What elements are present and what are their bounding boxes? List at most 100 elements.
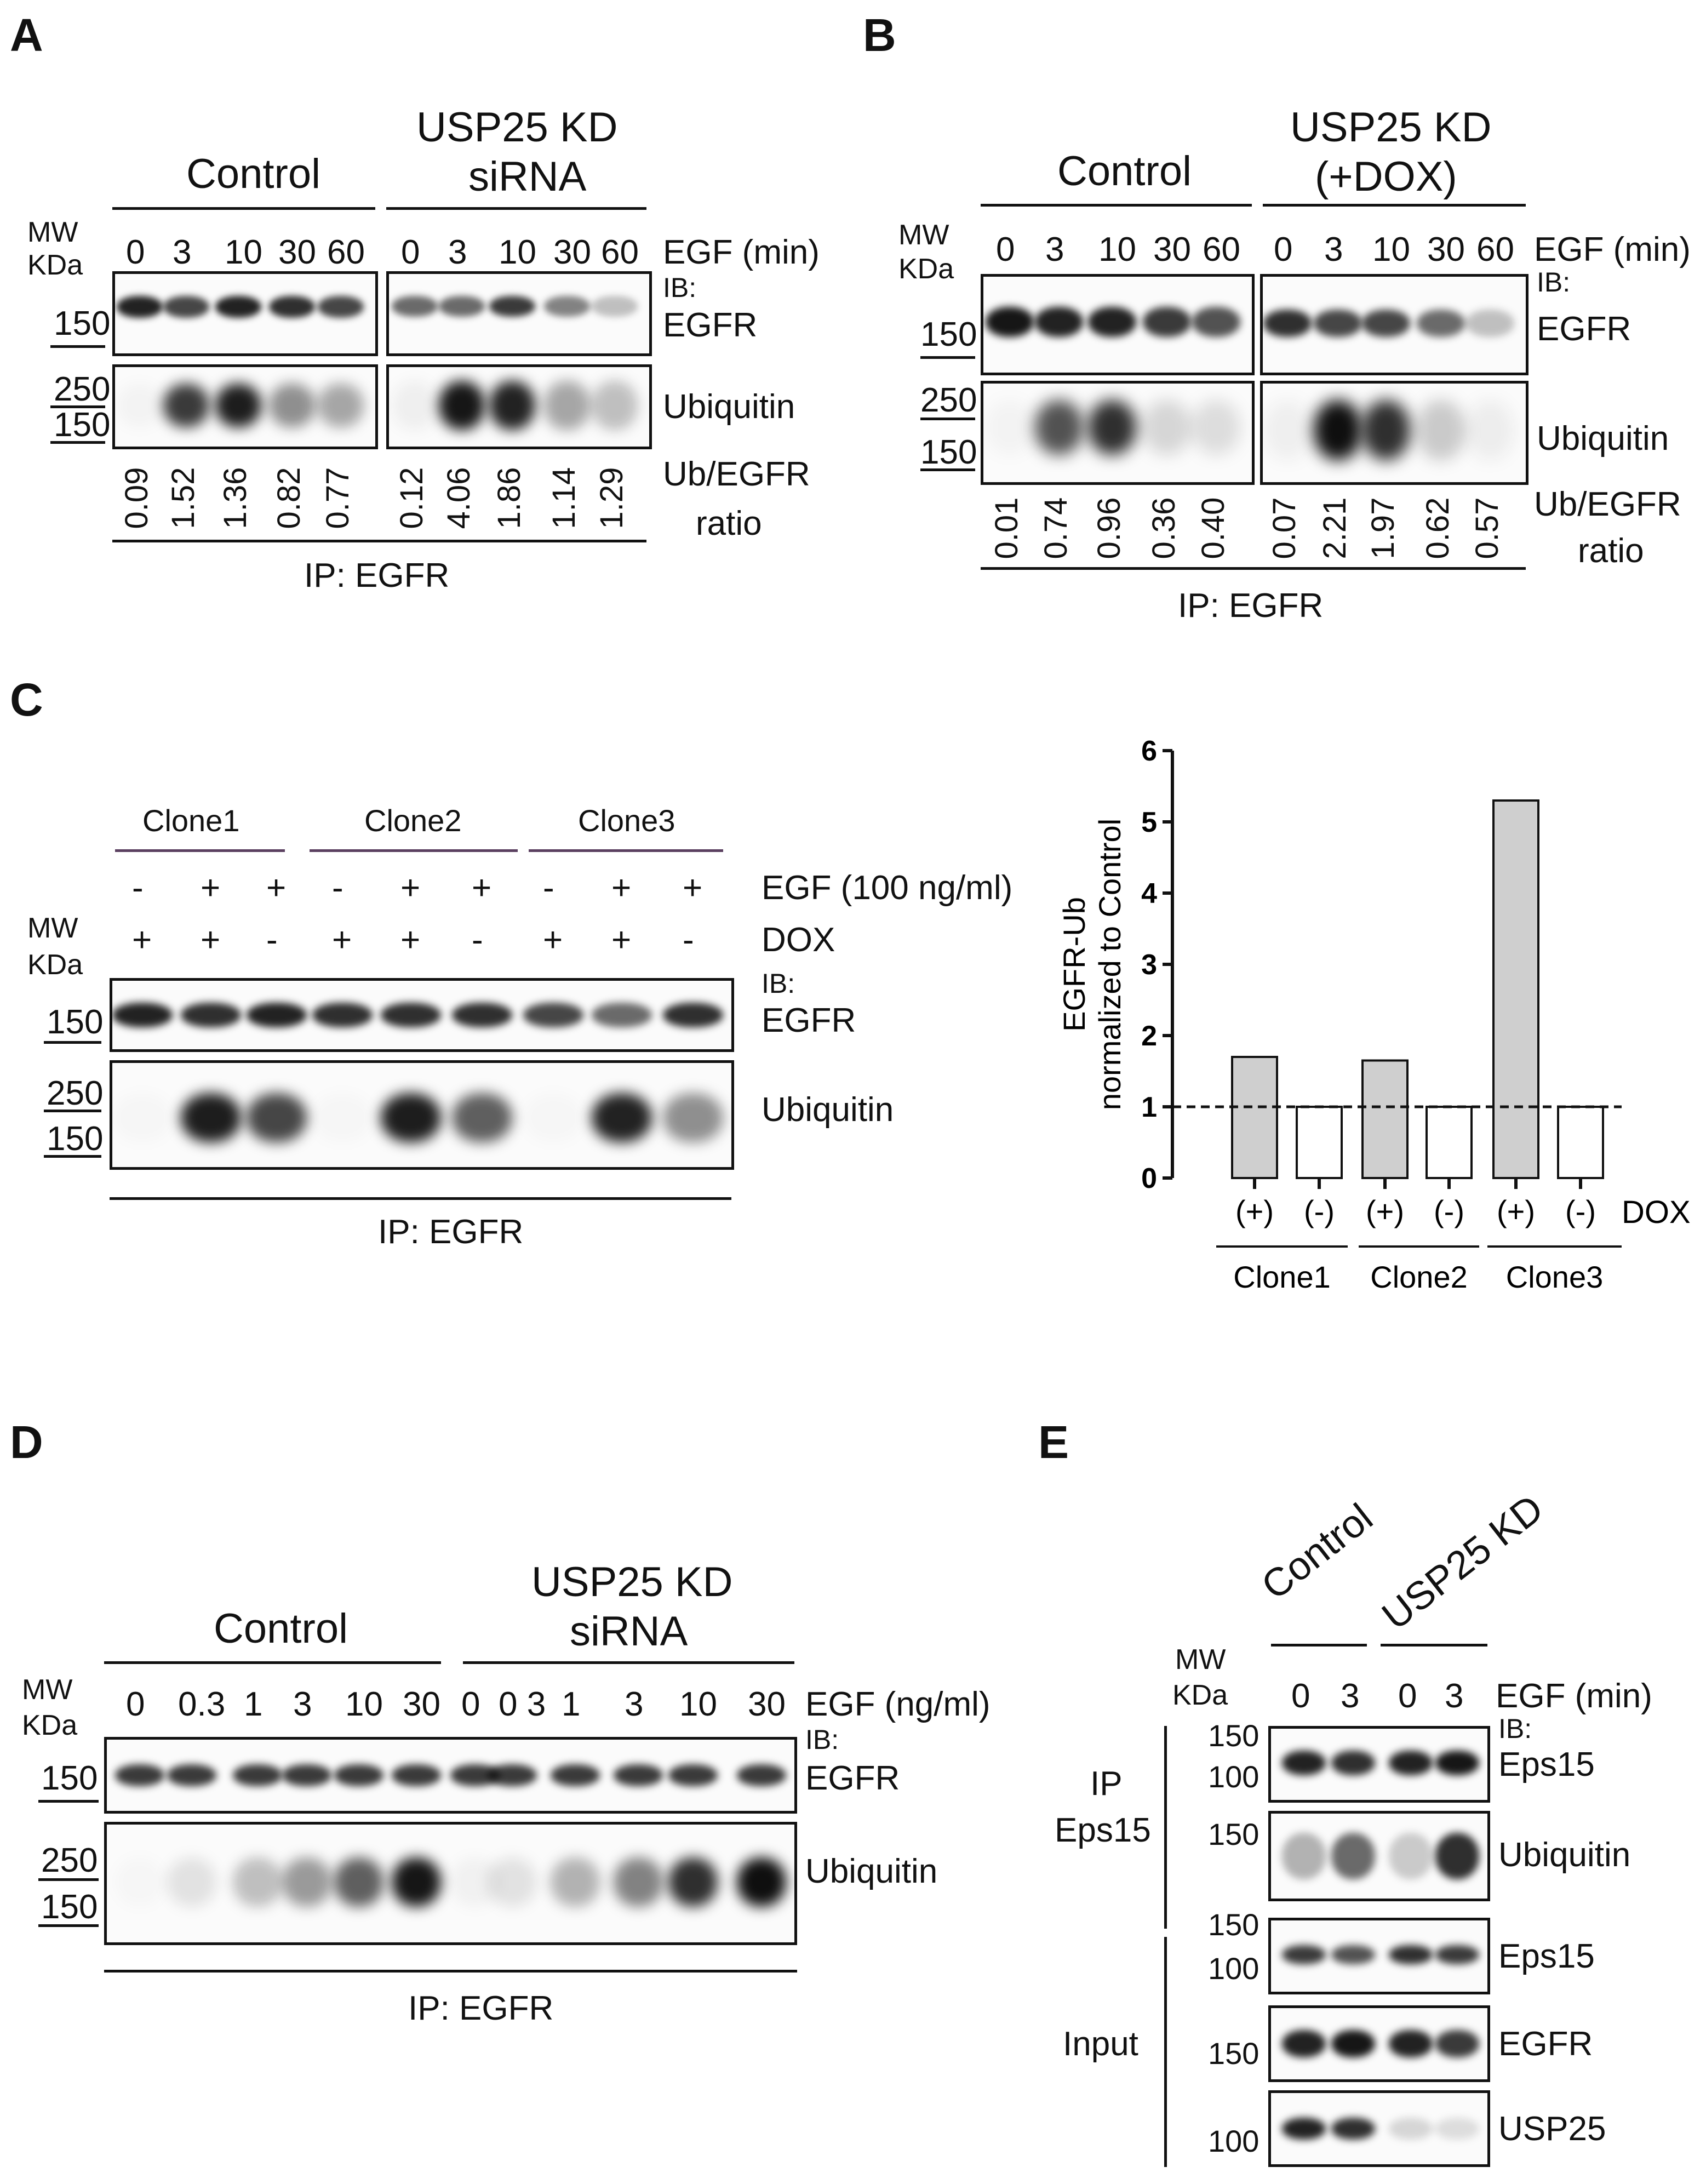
panel-a-ip-label: IP: EGFR [304,557,450,594]
panel-c-ib: IB: [762,968,795,999]
time-label: 30 [1427,231,1465,268]
blot-band [334,1764,383,1786]
panel-a-egf-label: EGF (min) [663,233,820,271]
clone-underline [115,849,285,852]
panel-b-ratio-label: Ub/EGFR [1534,485,1681,523]
blot-band [452,1093,512,1142]
blot-band [1088,400,1136,455]
panel-a-ratio-label2: ratio [696,505,762,542]
blot-band [1331,1945,1375,1964]
blot-band [551,1764,600,1786]
blot-band [312,1093,373,1142]
blot-band [1263,400,1312,460]
blot-band [247,1003,307,1027]
panel-b-blot-egfr-kd [1260,274,1528,375]
panel-e-input-bracket [1164,1937,1167,2167]
panel-b-ib: IB: [1537,267,1571,298]
panel-e-kd-label: USP25 KD [1374,1486,1552,1639]
blot-band [489,381,535,430]
panel-e-input-egfr-label: EGFR [1498,2025,1593,2063]
time-label: 10 [1372,231,1410,268]
blot-band [392,296,438,317]
time-label: 3 [1045,231,1064,268]
dox-sign: - [266,921,278,959]
blot-band [181,1003,241,1027]
blot-band [1263,310,1312,337]
time-label: 60 [1203,231,1240,268]
panel-a-kd-label: USP25 KD [416,104,618,151]
time-label: 3 [1324,231,1343,268]
panel-c-blot-ub [110,1060,734,1170]
y-tick-label: 1 [1141,1091,1157,1123]
ratio-value: 0.01 [989,497,1024,559]
blot-band [1435,1833,1479,1879]
blot-band [163,384,209,427]
panel-e-mw-150-a: 150 [1208,1718,1260,1753]
panel-d-kd-line [463,1661,794,1664]
blot-band [215,296,261,318]
panel-e-mw-150-c: 150 [1208,1907,1260,1942]
panel-e-ip-bracket [1164,1726,1167,1929]
blot-band [1035,307,1083,337]
ratio-value: 1.36 [217,467,253,529]
blot-band [1331,1833,1375,1879]
blot-band [1362,400,1410,460]
y-axis-label-2: normalized to Control [1092,819,1127,1110]
time-label: 3 [448,233,467,271]
dose-label: 30 [403,1685,440,1723]
panel-d-ip-label: IP: EGFR [408,1989,554,2027]
blot-band [523,1003,583,1027]
dox-sign: + [543,921,563,959]
time-label: 0 [401,233,420,271]
x-axis-label: DOX [1622,1194,1691,1230]
panel-b-kd-line [1263,204,1526,207]
blot-band [392,1857,441,1907]
panel-e-blot-input-egfr [1268,2005,1490,2082]
blot-band [215,384,261,427]
blot-band [247,1093,307,1142]
ratio-value: 1.97 [1365,497,1401,559]
blot-band [1331,2118,1375,2140]
panel-a-blot-egfr-kd [386,271,652,356]
dose-label: 10 [345,1685,383,1723]
panel-b-blot-egfr-control [981,274,1255,375]
blot-band [115,1764,164,1786]
panel-e-mw-100-a: 100 [1208,1759,1260,1794]
panel-c-kda: KDa [27,949,83,981]
blot-band [544,296,590,317]
panel-e-kda: KDa [1172,1679,1228,1711]
panel-b-mw-tick [920,468,975,471]
ratio-value: 0.82 [271,467,307,529]
time-label: 0 [1274,231,1293,268]
y-tick-label: 5 [1141,807,1157,838]
panel-d-ip-line [104,1970,797,1973]
blot-band [318,384,364,427]
panel-b-mw-250: 250 [920,381,977,419]
blot-band [1435,1751,1479,1775]
bar [1557,1106,1604,1179]
panel-c-mw: MW [27,912,78,944]
blot-band [488,1764,537,1786]
y-tick-label: 2 [1141,1020,1157,1052]
panel-d-kda: KDa [22,1710,78,1741]
egf-sign: - [332,869,344,907]
dose-label: 0.3 [178,1685,226,1723]
clone-label: Clone1 [142,803,240,838]
time-label: 3 [1341,1677,1360,1715]
ratio-value: 0.57 [1469,497,1505,559]
y-tick-label: 6 [1141,735,1157,767]
panel-a-ubiquitin-label: Ubiquitin [663,388,795,426]
time-label: 60 [1476,231,1514,268]
panel-a-mw-tick [50,345,105,348]
panel-a-mw-tick [50,441,105,444]
blot-band [737,1857,786,1907]
blot-band [1466,310,1514,337]
blot-band [439,296,485,317]
panel-e-blot-ip-eps15 [1268,1726,1490,1803]
blot-band [117,384,163,427]
blot-band [592,1093,652,1142]
panel-c-mw-tick [44,1110,101,1112]
blot-band [1362,310,1410,337]
panel-label-a: A [10,9,43,61]
clone-label: Clone3 [578,803,675,838]
